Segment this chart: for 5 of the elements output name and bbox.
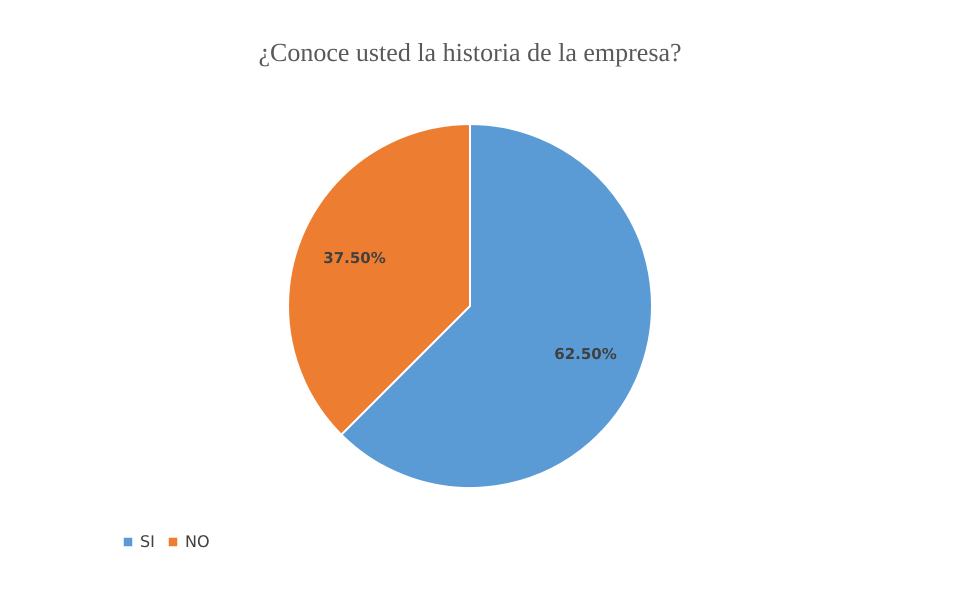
data-label: 37.50% xyxy=(323,249,386,268)
legend-label: SI xyxy=(140,532,155,551)
chart-title: ¿Conoce usted la historia de la empresa? xyxy=(258,38,682,67)
legend-label: NO xyxy=(185,532,210,551)
data-label: 62.50% xyxy=(554,344,617,363)
